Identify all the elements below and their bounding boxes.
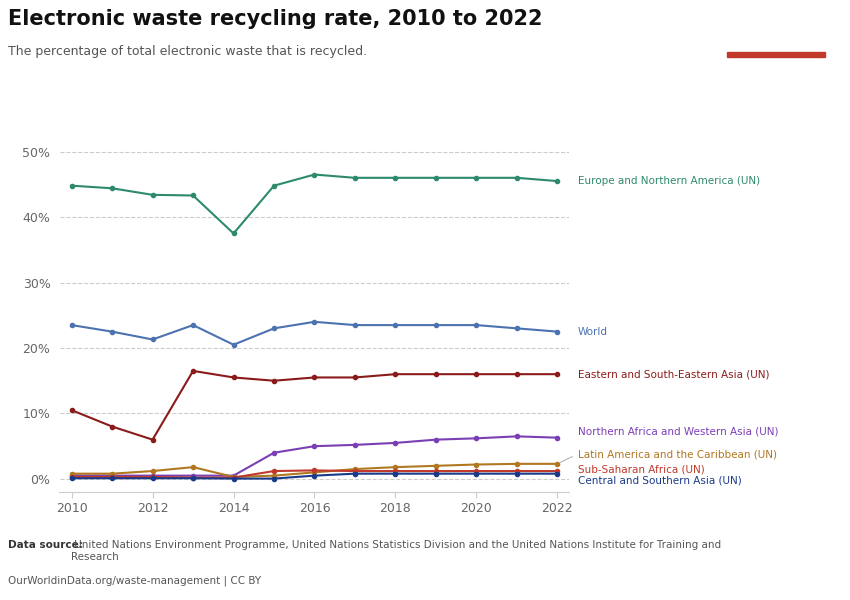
Text: Eastern and South-Eastern Asia (UN): Eastern and South-Eastern Asia (UN) <box>578 369 769 379</box>
Text: Data source:: Data source: <box>8 540 83 550</box>
Text: Europe and Northern America (UN): Europe and Northern America (UN) <box>578 176 760 186</box>
Text: Latin America and the Caribbean (UN): Latin America and the Caribbean (UN) <box>560 449 777 463</box>
Text: Our World: Our World <box>742 17 809 30</box>
Text: Sub-Saharan Africa (UN): Sub-Saharan Africa (UN) <box>578 464 705 474</box>
Text: in Data: in Data <box>751 34 800 47</box>
Text: World: World <box>578 326 608 337</box>
Text: OurWorldinData.org/waste-management | CC BY: OurWorldinData.org/waste-management | CC… <box>8 576 262 587</box>
Text: United Nations Environment Programme, United Nations Statistics Division and the: United Nations Environment Programme, Un… <box>71 540 722 562</box>
Bar <box>727 52 824 57</box>
Text: The percentage of total electronic waste that is recycled.: The percentage of total electronic waste… <box>8 45 367 58</box>
Text: Central and Southern Asia (UN): Central and Southern Asia (UN) <box>578 475 741 485</box>
Text: Northern Africa and Western Asia (UN): Northern Africa and Western Asia (UN) <box>578 427 778 437</box>
Text: Electronic waste recycling rate, 2010 to 2022: Electronic waste recycling rate, 2010 to… <box>8 9 543 29</box>
